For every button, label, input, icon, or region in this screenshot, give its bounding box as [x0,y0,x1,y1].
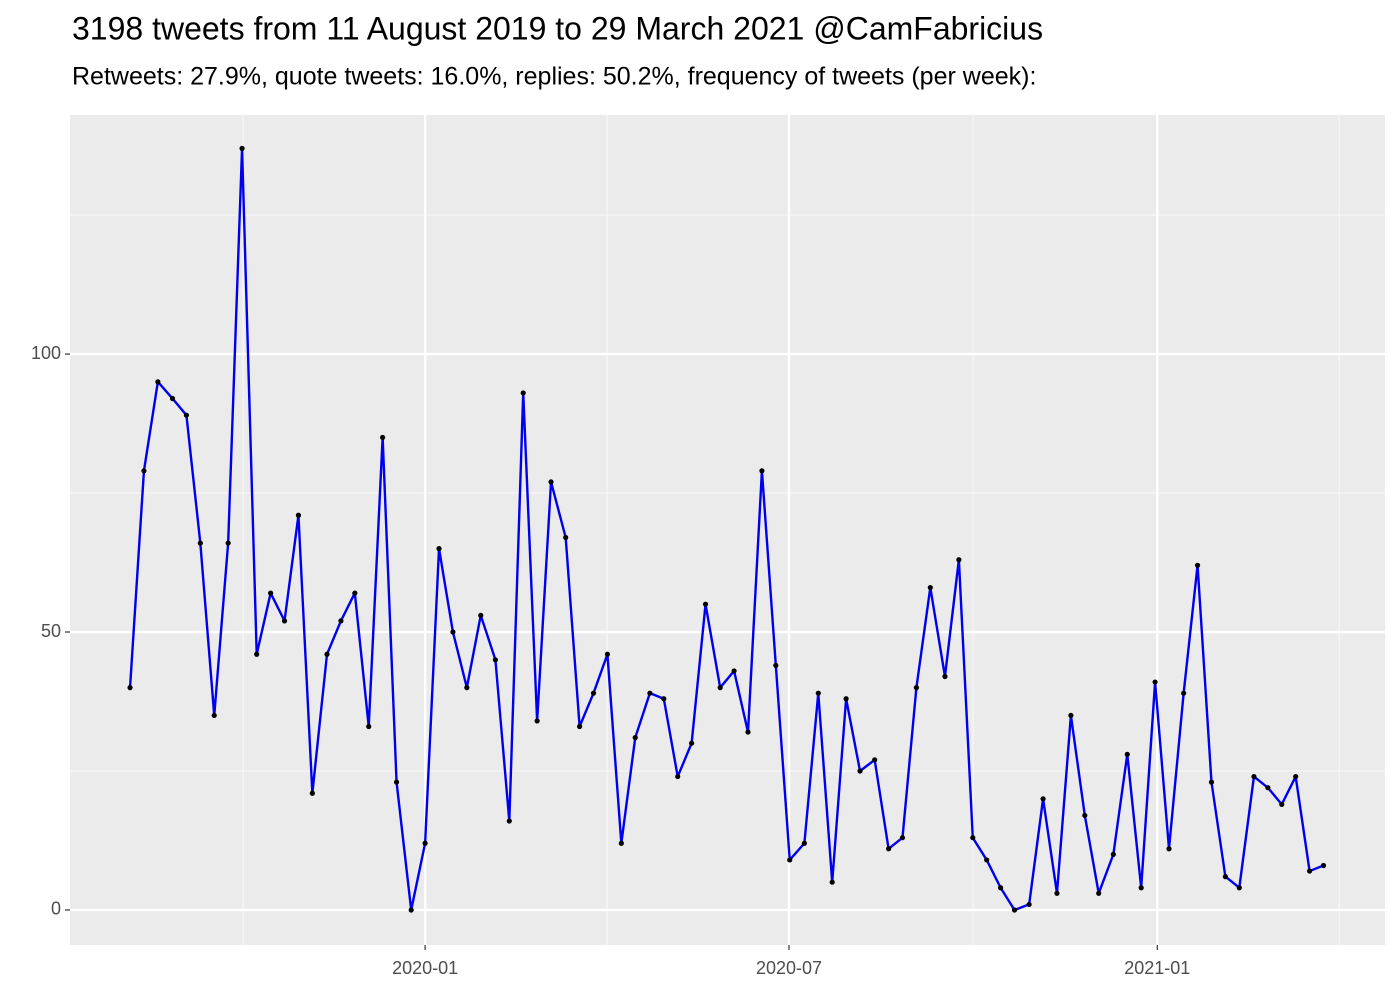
data-point [408,907,414,913]
data-point [1236,885,1242,891]
data-point [899,835,906,841]
data-point [422,840,428,846]
data-point [464,685,470,691]
data-point [759,468,765,474]
data-point [520,390,526,396]
data-point [309,790,315,796]
data-point [1011,907,1018,913]
data-point [1124,751,1130,757]
data-point [998,885,1004,891]
data-point [1251,773,1257,780]
data-point [885,846,892,852]
data-point [872,757,878,763]
data-point [857,768,863,774]
chart-subtitle: Retweets: 27.9%, quote tweets: 16.0%, re… [72,63,1036,91]
data-point [745,729,751,735]
data-point [534,718,540,724]
data-point [268,590,274,596]
y-tick-label: 0 [51,899,61,919]
data-point [731,668,737,674]
data-point [141,468,147,474]
data-point [1279,801,1285,807]
x-tick-label: 2020-07 [756,958,822,978]
data-point [647,690,653,696]
data-point [211,712,217,719]
data-point [956,557,962,563]
data-point [492,657,498,663]
data-point [225,540,231,546]
data-point [984,857,990,863]
data-point [1194,562,1201,568]
data-point [127,685,133,691]
data-point [155,379,161,385]
data-point [1082,812,1088,819]
data-point [380,434,386,441]
data-point [843,696,849,702]
data-point [436,546,442,552]
data-point [548,479,554,485]
data-point [1096,890,1102,896]
data-point [1181,690,1187,696]
data-point [1166,846,1172,852]
data-point [717,685,723,691]
data-point [1138,885,1144,891]
data-point [1040,796,1046,802]
data-point [1222,874,1228,880]
data-point [829,879,835,885]
data-point [1026,901,1032,908]
data-point [942,673,948,680]
data-point [618,840,624,846]
data-point [352,590,358,596]
data-point [183,412,190,418]
data-point [197,540,203,546]
y-tick-label: 100 [31,343,61,363]
data-point [689,740,695,746]
data-point [239,145,245,151]
data-point [254,651,260,657]
data-point [1320,862,1327,869]
data-point [801,840,807,846]
x-tick-label: 2021-01 [1124,958,1190,978]
data-point [632,735,638,741]
data-point [563,534,569,541]
data-point [1152,679,1158,685]
data-point [913,685,920,691]
chart-title: 3198 tweets from 11 August 2019 to 29 Ma… [72,10,1043,46]
data-point [773,662,779,668]
data-point [506,818,512,824]
data-point [169,395,176,402]
data-point [1208,779,1215,785]
data-point [366,723,372,730]
data-point [393,779,400,785]
data-point [702,601,709,607]
data-point [661,696,667,702]
data-point [675,773,681,780]
data-point [338,618,344,624]
data-point [450,629,456,635]
data-point [1293,773,1299,780]
data-point [478,612,484,618]
plot-panel [70,115,1385,945]
data-line [128,147,1324,912]
data-point [604,651,611,657]
x-tick-label: 2020-01 [392,958,458,978]
data-point [1265,785,1271,791]
data-point [970,835,976,841]
data-point [1068,712,1074,719]
data-point [815,690,821,696]
data-point [1110,851,1116,857]
data-point [324,651,330,657]
y-tick-label: 50 [41,621,61,641]
data-point [576,723,583,730]
data-point [281,618,288,624]
data-point [927,584,933,591]
data-point [590,690,597,696]
data-point [295,512,302,518]
data-point [1306,868,1313,874]
data-point [1054,890,1060,896]
data-point [787,857,793,863]
